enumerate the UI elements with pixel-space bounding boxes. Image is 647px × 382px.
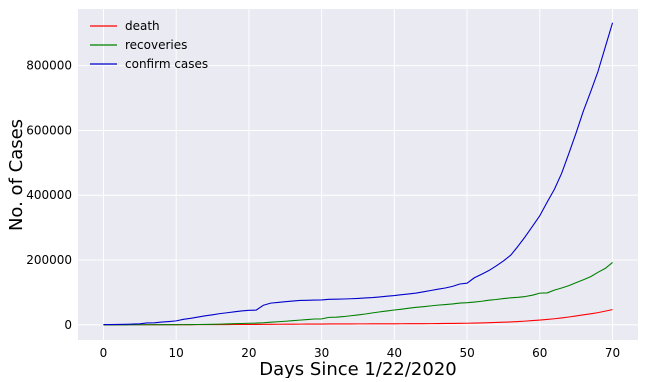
series-line-recoveries — [103, 262, 613, 326]
y-tick-label: 600000 — [26, 123, 72, 137]
x-tick-label: 60 — [532, 346, 547, 360]
x-tick-label: 50 — [459, 346, 474, 360]
y-tick-labels: 0 200000 400000 600000 800000 — [26, 59, 72, 332]
series-line-confirm-cases — [103, 22, 614, 326]
x-tick-label: 20 — [241, 346, 256, 360]
x-axis-label: Days Since 1/22/2020 — [259, 359, 456, 378]
x-tick-label: 40 — [387, 346, 402, 360]
x-tick-label: 30 — [314, 346, 329, 360]
plot-background — [78, 9, 638, 340]
legend-label: death — [125, 19, 160, 33]
y-tick-label: 200000 — [26, 253, 72, 267]
x-tick-label: 10 — [169, 346, 184, 360]
legend: death recoveries confirm cases — [90, 19, 208, 71]
y-tick-label: 800000 — [26, 59, 72, 73]
x-tick-label: 70 — [605, 346, 620, 360]
x-tick-labels: 0 10 20 30 40 50 60 70 — [100, 346, 621, 360]
legend-label: recoveries — [125, 38, 187, 52]
y-tick-label: 400000 — [26, 188, 72, 202]
y-tick-label: 0 — [64, 318, 72, 332]
y-axis-label: No. of Cases — [6, 119, 27, 231]
legend-label: confirm cases — [125, 57, 208, 71]
x-tick-label: 0 — [100, 346, 108, 360]
series-lines — [103, 22, 614, 326]
